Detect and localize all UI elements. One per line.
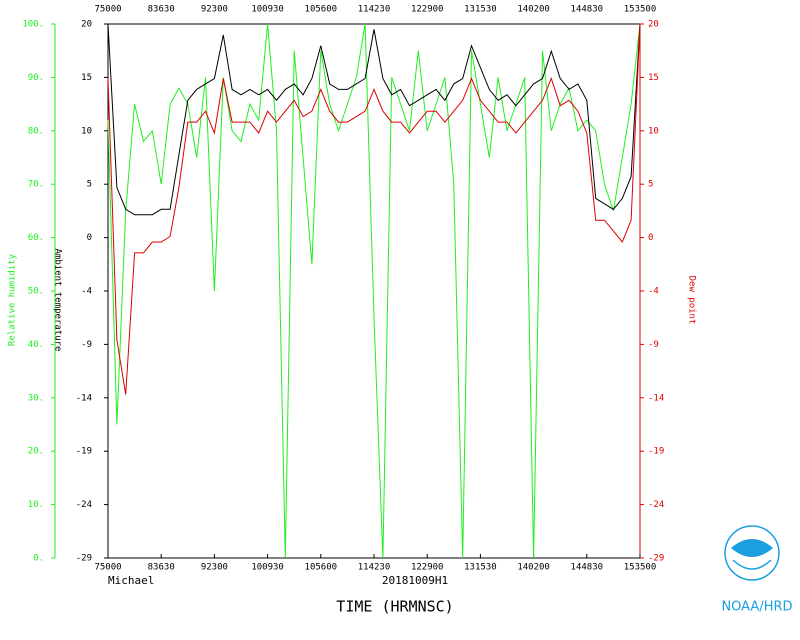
- y-tick-label: 10.: [28, 500, 44, 510]
- y-tick-label: -24: [648, 500, 664, 510]
- x-tick-label-top: 153500: [624, 5, 657, 15]
- x-tick-label-top: 131530: [464, 5, 497, 15]
- y-tick-label: 0: [648, 233, 653, 243]
- logo-text: NOAA/HRD: [721, 600, 792, 615]
- y-tick-label: 40.: [28, 340, 44, 350]
- y-tick-label: 100.: [22, 20, 44, 30]
- x-tick-label-top: 144830: [571, 5, 604, 15]
- x-tick-label-top: 100930: [251, 5, 284, 15]
- y-tick-label: -24: [76, 500, 92, 510]
- y-tick-label: -4: [81, 287, 92, 297]
- x-tick-label-top: 140200: [517, 5, 550, 15]
- flight-label: Michael: [108, 574, 154, 587]
- x-tick-label: 92300: [201, 563, 228, 573]
- y-tick-label: 60.: [28, 233, 44, 243]
- y-axis-title: Ambient temperature: [53, 249, 63, 352]
- y-tick-label: -9: [81, 340, 92, 350]
- y-tick-label: 20.: [28, 447, 44, 457]
- x-tick-label-top: 92300: [201, 5, 228, 15]
- y-tick-label: 5: [87, 180, 92, 190]
- x-tick-label: 140200: [517, 563, 550, 573]
- y-tick-label: 0.: [33, 554, 44, 564]
- y-tick-label: 30.: [28, 393, 44, 403]
- y-tick-label: -14: [76, 393, 92, 403]
- y-tick-label: 15: [81, 73, 92, 83]
- x-tick-label: 153500: [624, 563, 657, 573]
- y-tick-label: 0: [87, 233, 92, 243]
- y-tick-label: -14: [648, 393, 664, 403]
- x-tick-label-top: 75000: [94, 5, 121, 15]
- y-axis-title: Relative humidity: [8, 253, 18, 346]
- y-tick-label: 20: [648, 20, 659, 30]
- y-tick-label: 70.: [28, 180, 44, 190]
- y-axis-title: Dew point: [687, 276, 697, 325]
- mission-label: 20181009H1: [382, 574, 448, 587]
- noaa-logo: [724, 525, 780, 581]
- y-tick-label: -19: [76, 447, 92, 457]
- y-tick-label: -9: [648, 340, 659, 350]
- x-tick-label: 75000: [94, 563, 121, 573]
- y-tick-label: -4: [648, 287, 659, 297]
- x-tick-label: 100930: [251, 563, 284, 573]
- x-tick-label: 144830: [571, 563, 604, 573]
- y-tick-label: -19: [648, 447, 664, 457]
- x-tick-label: 122900: [411, 563, 444, 573]
- x-tick-label: 105600: [305, 563, 338, 573]
- y-tick-label: 10: [81, 126, 92, 136]
- y-tick-label: 90.: [28, 73, 44, 83]
- y-tick-label: 20: [81, 20, 92, 30]
- series-line: [107, 23, 641, 559]
- x-tick-label-top: 105600: [305, 5, 338, 15]
- x-tick-label-top: 122900: [411, 5, 444, 15]
- y-tick-label: 5: [648, 180, 653, 190]
- y-tick-label: 10: [648, 126, 659, 136]
- series-line: [107, 23, 641, 216]
- x-tick-label: 131530: [464, 563, 497, 573]
- y-tick-label: 50.: [28, 287, 44, 297]
- series-line: [107, 23, 641, 395]
- x-tick-label-top: 83630: [148, 5, 175, 15]
- y-tick-label: -29: [76, 554, 92, 564]
- y-tick-label: -29: [648, 554, 664, 564]
- x-tick-label: 114230: [358, 563, 391, 573]
- x-axis-title: TIME (HRMNSC): [336, 598, 453, 616]
- y-tick-label: 80.: [28, 126, 44, 136]
- x-tick-label-top: 114230: [358, 5, 391, 15]
- y-tick-label: 15: [648, 73, 659, 83]
- x-tick-label: 83630: [148, 563, 175, 573]
